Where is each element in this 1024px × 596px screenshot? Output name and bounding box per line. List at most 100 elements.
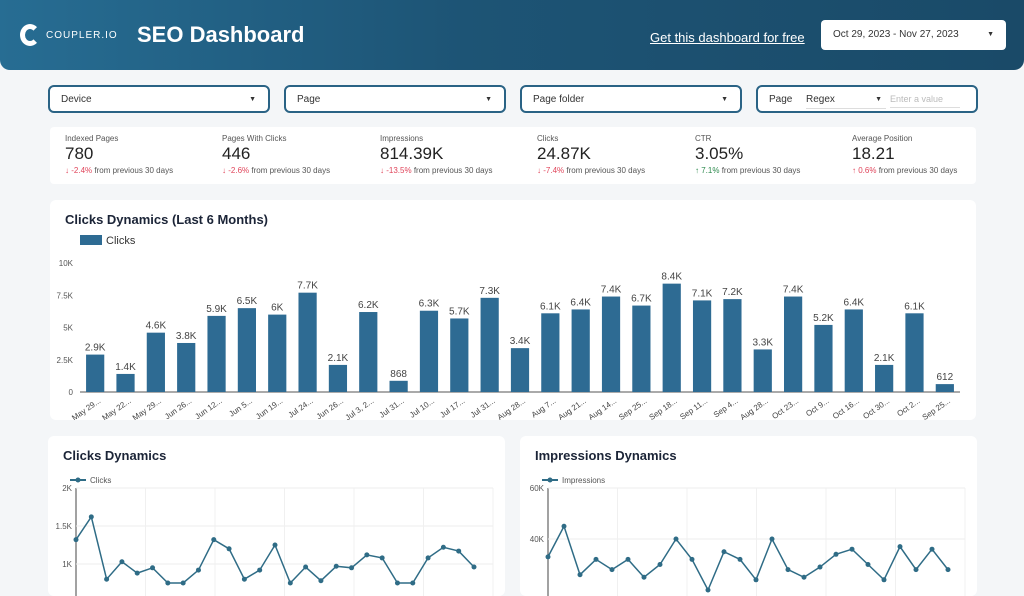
x-tick-label: Sep 18... <box>647 396 678 420</box>
bar <box>480 297 499 392</box>
device-filter[interactable]: Device ▼ <box>48 85 270 113</box>
delta-suffix: from previous 30 days <box>251 166 331 175</box>
bar-data-label: 612 <box>936 372 953 383</box>
legend-marker <box>547 477 553 483</box>
get-dashboard-link[interactable]: Get this dashboard for free <box>650 30 805 45</box>
bar <box>571 309 590 392</box>
x-tick-label: Aug 28... <box>496 396 527 420</box>
bar <box>419 310 439 392</box>
data-point <box>625 556 631 562</box>
delta-value: 0.6% <box>858 166 877 175</box>
data-point <box>241 576 247 582</box>
chart-title: Clicks Dynamics <box>63 448 167 463</box>
kpi-delta: ↑ 7.1% from previous 30 days <box>695 166 800 175</box>
regex-mode-select[interactable]: Regex ▼ <box>806 94 886 109</box>
data-point <box>425 555 431 561</box>
data-point <box>73 537 79 543</box>
bar-data-label: 2.1K <box>874 353 895 364</box>
data-point <box>456 548 462 554</box>
bar <box>935 384 954 392</box>
y-tick-label: 1K <box>62 560 72 569</box>
y-tick-label: 2.5K <box>57 356 74 365</box>
data-point <box>673 536 679 542</box>
bar <box>753 349 772 392</box>
data-point <box>577 572 583 578</box>
arrow-down-icon: ↓ <box>380 166 384 175</box>
kpi-delta: ↓ -2.4% from previous 30 days <box>65 166 173 175</box>
arrow-down-icon: ↓ <box>65 166 69 175</box>
chart-title: Clicks Dynamics (Last 6 Months) <box>65 212 268 227</box>
caret-down-icon: ▼ <box>485 96 492 103</box>
kpi-pages-with-clicks: Pages With Clicks 446 ↓ -2.6% from previ… <box>222 134 330 175</box>
page-filter[interactable]: Page ▼ <box>284 85 506 113</box>
x-tick-label: May 29... <box>131 396 163 420</box>
x-tick-label: Jun 19... <box>254 396 284 420</box>
x-tick-label: Oct 23... <box>770 396 800 420</box>
data-point <box>865 562 871 567</box>
kpi-delta: ↓ -2.6% from previous 30 days <box>222 166 330 175</box>
date-range-picker[interactable]: Oct 29, 2023 - Nov 27, 2023 ▼ <box>821 20 1006 50</box>
y-tick-label: 0 <box>69 388 74 397</box>
y-tick-label: 60K <box>530 484 545 493</box>
coupler-logo[interactable]: COUPLER.IO <box>20 24 118 46</box>
y-tick-label: 5K <box>63 324 73 333</box>
bar-data-label: 8.4K <box>661 272 682 283</box>
data-point <box>165 580 171 586</box>
data-point <box>257 567 263 573</box>
x-tick-label: Sep 25... <box>617 396 648 420</box>
delta-value: -7.4% <box>543 166 565 175</box>
bar <box>359 312 378 392</box>
bar-data-label: 7.4K <box>601 285 622 296</box>
bar <box>692 300 712 392</box>
data-point <box>318 578 324 584</box>
regex-mode-value: Regex <box>806 94 835 105</box>
bar-chart: Clicks 0 2.5K 5K 7.5K 10K 2.9K May 29... 1.4K May… <box>57 235 960 420</box>
x-tick-label: Jun 26... <box>315 396 345 420</box>
kpi-label: Indexed Pages <box>65 134 119 143</box>
delta-suffix: from previous 30 days <box>878 166 958 175</box>
data-point <box>287 580 293 586</box>
kpi-ctr: CTR 3.05% ↑ 7.1% from previous 30 days <box>695 134 800 175</box>
bar <box>632 305 651 392</box>
impressions-dynamics-card: Impressions Dynamics Impressions 40K 60K <box>520 436 977 596</box>
data-point <box>211 537 217 543</box>
filter-label: Page <box>297 94 321 105</box>
bar <box>237 308 256 392</box>
impressions-line-chart: Impressions 40K 60K <box>530 476 966 596</box>
bar <box>86 354 105 392</box>
data-point <box>641 574 647 580</box>
data-point <box>545 554 551 560</box>
bar <box>814 324 833 392</box>
regex-value-input[interactable]: Enter a value <box>890 94 960 108</box>
filter-label: Device <box>61 94 92 105</box>
bar-data-label: 5.9K <box>206 304 227 315</box>
x-tick-label: Sep 11... <box>678 396 709 420</box>
kpi-value: 24.87K <box>537 144 591 163</box>
data-point <box>303 564 309 570</box>
bar <box>905 313 924 392</box>
delta-suffix: from previous 30 days <box>94 166 174 175</box>
page-folder-filter[interactable]: Page folder ▼ <box>520 85 742 113</box>
bar-data-label: 3.3K <box>752 337 773 348</box>
bar <box>177 342 196 392</box>
data-point <box>657 562 663 567</box>
data-point <box>410 580 416 586</box>
bar-data-label: 5.2K <box>813 313 834 324</box>
data-point <box>801 574 807 580</box>
arrow-up-icon: ↑ <box>852 166 856 175</box>
bar-data-label: 4.6K <box>146 321 167 332</box>
bar <box>875 364 894 392</box>
kpi-delta: ↓ -7.4% from previous 30 days <box>537 166 645 175</box>
bar <box>389 380 408 392</box>
kpi-clicks: Clicks 24.87K ↓ -7.4% from previous 30 d… <box>537 134 645 175</box>
filter-label: Page <box>769 94 793 105</box>
bar-data-label: 3.4K <box>510 336 531 347</box>
brand-name: COUPLER.IO <box>46 29 118 41</box>
bar-data-label: 7.4K <box>783 285 804 296</box>
data-point <box>364 552 370 558</box>
bar <box>541 313 560 392</box>
data-point <box>180 580 186 586</box>
x-tick-label: Oct 9... <box>804 396 830 418</box>
arrow-up-icon: ↑ <box>695 166 699 175</box>
data-point <box>272 542 278 548</box>
